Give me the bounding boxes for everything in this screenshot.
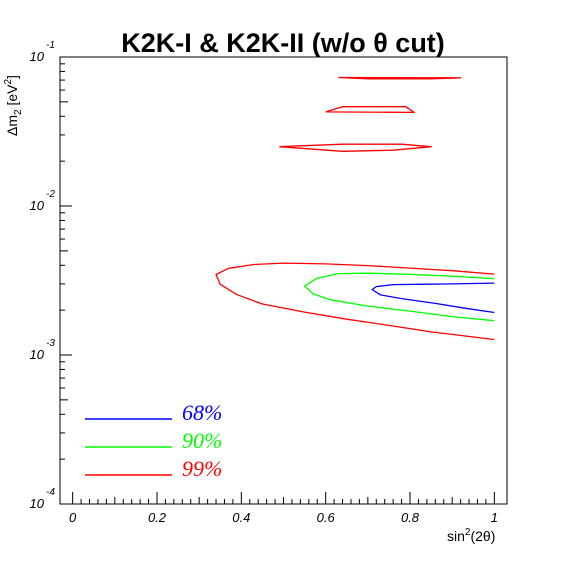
chart-title: K2K-I & K2K-II (w/o θ cut) [121, 28, 445, 58]
legend-entry: 90% [85, 428, 222, 453]
svg-text:-3: -3 [46, 338, 55, 349]
legend-label: 99% [182, 456, 222, 481]
legend-label: 68% [182, 400, 222, 425]
x-tick-label: 1 [491, 510, 498, 525]
y-tick-label: 10-1 [30, 40, 55, 64]
y-axis-label: Δm2 [eV2] [3, 75, 24, 136]
y-tick-label: 10-4 [30, 487, 56, 511]
plot-frame [59, 56, 508, 505]
x-tick-label: 0 [69, 510, 77, 525]
contour-99-percent [325, 106, 415, 114]
contour-99-percent [215, 262, 495, 341]
svg-text:-4: -4 [46, 487, 55, 498]
svg-text:10: 10 [30, 347, 45, 362]
x-axis-label: sin2(2θ) [447, 527, 495, 544]
legend-entry: 99% [85, 456, 222, 481]
svg-text:10: 10 [30, 49, 45, 64]
x-tick-label: 0.4 [232, 510, 250, 525]
contour-lines [215, 76, 495, 341]
x-tick-label: 0.2 [148, 510, 167, 525]
svg-text:10: 10 [30, 496, 45, 511]
contour-90-percent [303, 272, 495, 322]
svg-text:10: 10 [30, 198, 45, 213]
svg-text:-1: -1 [46, 40, 55, 51]
y-axis-ticks: 10-110-210-310-4 [30, 40, 72, 511]
x-axis-ticks: 0 0.2 0.4 0.6 0.8 1 [69, 492, 498, 525]
svg-text:-2: -2 [46, 189, 55, 200]
legend-label: 90% [182, 428, 222, 453]
legend-entry: 68% [85, 400, 222, 425]
x-tick-label: 0.8 [401, 510, 420, 525]
y-tick-label: 10-2 [30, 189, 56, 213]
y-tick-label: 10-3 [30, 338, 56, 362]
contour-68-percent [371, 282, 495, 314]
contour-99-percent [338, 76, 462, 80]
legend: 68% 90% 99% [85, 400, 222, 481]
contour-99-percent [279, 143, 432, 152]
x-tick-label: 0.6 [317, 510, 336, 525]
